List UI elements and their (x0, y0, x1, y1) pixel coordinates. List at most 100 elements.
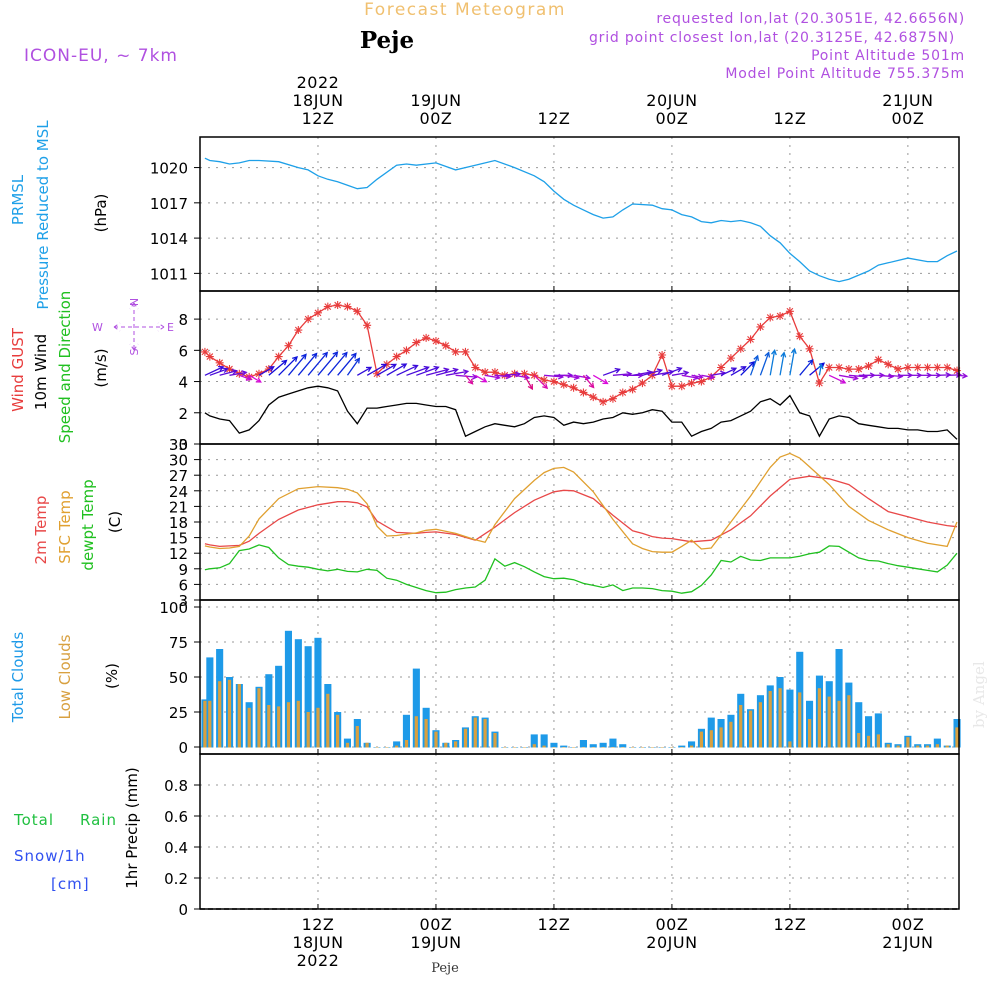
wind-arrow-head (301, 353, 307, 360)
bar-low-clouds (218, 681, 222, 748)
wind-arrow (759, 351, 771, 376)
bar-low-clouds (404, 740, 409, 748)
bar-low-clouds (434, 731, 438, 748)
wind-arrow (779, 351, 787, 376)
ytick-label-temp: 24 (169, 483, 188, 501)
wind-arrow-head (542, 383, 549, 390)
bar-low-clouds (611, 747, 615, 748)
wind-arrow-shaft (671, 371, 689, 376)
bar-low-clouds (906, 737, 910, 748)
bar-low-clouds (749, 710, 753, 748)
gust-marker (854, 365, 863, 374)
gust-marker (923, 363, 932, 372)
wind-arrow-shaft (494, 374, 511, 378)
gust-marker (864, 361, 873, 370)
wind-arrow-shaft (425, 368, 449, 376)
ytick-label-wind: 0 (178, 436, 188, 454)
ytick-label-wind: 4 (178, 374, 188, 392)
gust-marker (363, 321, 372, 330)
wind-arrow-shaft (573, 374, 590, 379)
wind-arrow-shaft (366, 363, 387, 376)
wind-arrow-shaft (386, 363, 407, 376)
gust-marker (274, 352, 283, 361)
wind-arrow-shaft (337, 353, 357, 376)
gust-marker (844, 365, 853, 374)
gust-marker (746, 335, 755, 344)
wind-arrow (406, 365, 430, 376)
wind-arrow-shaft (485, 374, 500, 379)
wind-arrow-shaft (730, 366, 746, 376)
bar-low-clouds (719, 727, 723, 748)
wind-arrow-shaft (720, 367, 737, 376)
label-total-clouds: Total Clouds (9, 632, 27, 724)
wind-arrow-shaft (592, 374, 608, 385)
wind-arrow-head (527, 383, 534, 391)
bar-total-clouds (619, 744, 627, 748)
gust-marker (431, 336, 440, 345)
wind-arrow-head (462, 369, 470, 376)
bar-low-clouds (395, 745, 399, 748)
legend-rain: Rain (80, 811, 117, 829)
gust-marker (540, 375, 549, 384)
gust-marker (422, 333, 431, 342)
wind-arrow-head (354, 357, 361, 364)
wind-arrow-shaft (701, 374, 715, 379)
ytick-label-temp: 21 (169, 498, 188, 516)
bar-low-clouds (660, 747, 664, 748)
bar-low-clouds (286, 702, 291, 748)
wind-arrow-shaft (759, 352, 770, 376)
bar-total-clouds (402, 714, 410, 748)
wind-arrow (386, 363, 408, 376)
wind-arrow-shaft (828, 374, 846, 384)
gust-marker (294, 326, 303, 335)
bar-total-clouds (560, 745, 568, 748)
bar-low-clouds (778, 688, 782, 748)
gust-marker (284, 341, 293, 350)
wind-arrow (356, 366, 373, 376)
bar-total-clouds (294, 639, 302, 748)
ytick-label-temp: 12 (169, 545, 188, 563)
time-label-top: 19JUN (410, 91, 461, 110)
gust-marker (471, 363, 480, 372)
wind-arrow-head (245, 375, 253, 381)
wind-arrow (317, 351, 339, 376)
wind-arrow-head (818, 362, 825, 369)
wind-arrow (789, 347, 797, 376)
bar-low-clouds (532, 744, 536, 748)
bar-low-clouds (326, 693, 330, 748)
wind-arrow-shaft (602, 368, 620, 376)
bar-low-clouds (277, 706, 281, 748)
wind-arrow (878, 373, 895, 380)
bar-low-clouds (345, 742, 350, 748)
wind-arrow (711, 370, 727, 377)
label-percent: (%) (103, 663, 121, 689)
ytick-label-temp: 33 (169, 436, 188, 454)
gust-marker (835, 363, 844, 372)
time-label-top: 12Z (302, 109, 335, 128)
bar-low-clouds (896, 745, 900, 748)
gust-marker (549, 377, 558, 386)
wind-arrow (740, 361, 755, 376)
bar-low-clouds (758, 702, 762, 748)
bar-low-clouds (237, 684, 241, 748)
bar-total-clouds (855, 702, 863, 748)
gust-marker (441, 341, 450, 350)
wind-arrow (799, 358, 814, 376)
bar-total-clouds (599, 742, 607, 748)
time-label-bottom: 19JUN (410, 933, 461, 952)
wind-arrow-head (780, 351, 787, 358)
series-line-dewpt-temp (204, 544, 958, 594)
wind-arrow-shaft (799, 359, 814, 376)
gust-marker (953, 366, 962, 375)
bar-total-clouds (865, 716, 873, 748)
time-label-top: 20JUN (646, 91, 697, 110)
wind-arrow (229, 370, 248, 376)
bar-low-clouds (680, 747, 684, 748)
gust-marker (805, 344, 814, 353)
legend-snow: Snow/1h (14, 847, 86, 865)
ytick-label-wind: 8 (178, 311, 188, 329)
wind-arrow-head (481, 377, 488, 383)
gust-marker (658, 351, 667, 360)
gust-marker (815, 379, 824, 388)
bar-low-clouds (935, 744, 939, 748)
